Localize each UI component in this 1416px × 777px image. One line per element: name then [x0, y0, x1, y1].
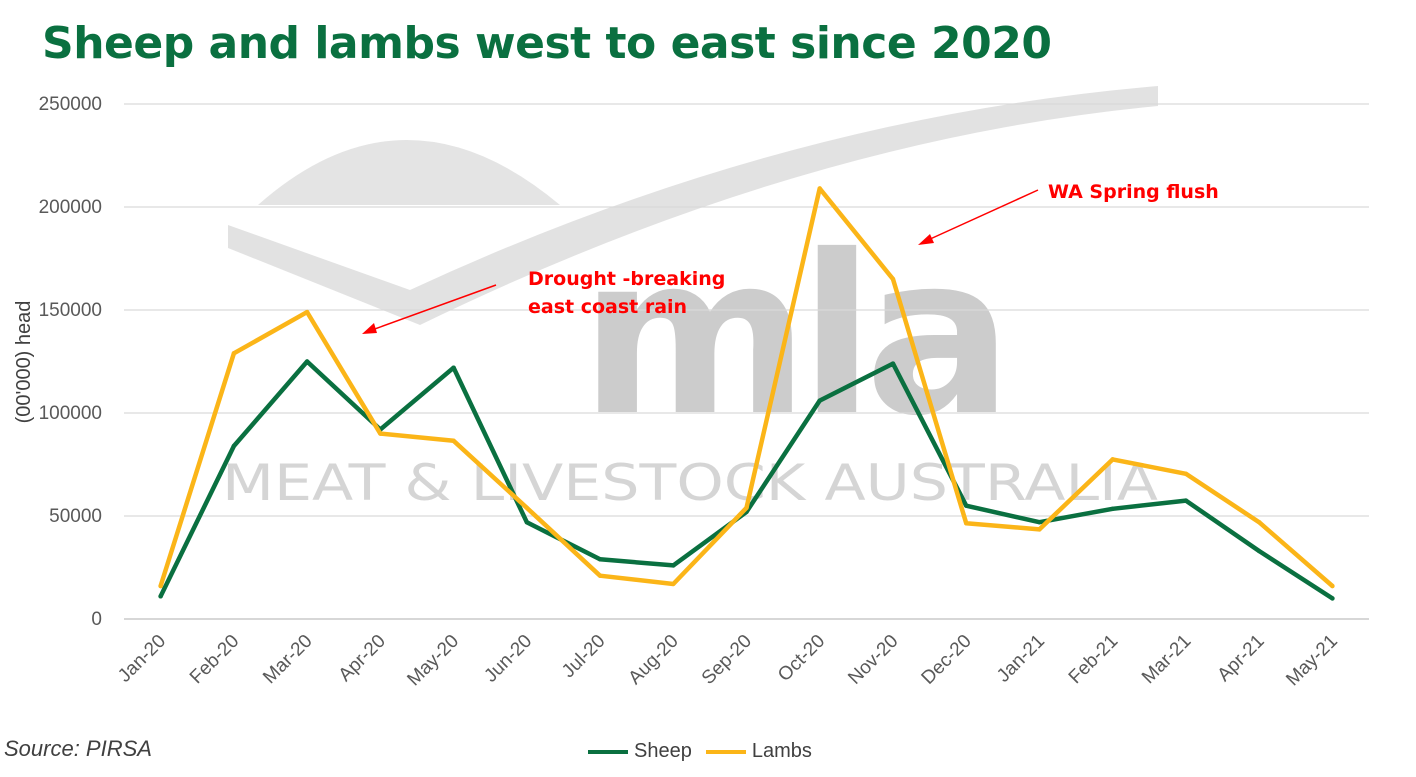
point-lambs-Apr-21	[1256, 519, 1262, 525]
watermark-dome-shape	[258, 140, 560, 205]
point-lambs-Jun-20	[524, 505, 529, 510]
annotation-drought-arrowhead	[362, 323, 377, 334]
x-tick-Feb-21: Feb-21	[1065, 631, 1122, 688]
point-sheep-May-21	[1330, 596, 1335, 601]
x-tick-Jul-20: Jul-20	[558, 631, 609, 682]
point-lambs-Jan-20	[158, 583, 163, 589]
point-sheep-Oct-20	[817, 398, 822, 403]
annotation-wa-spring-text: WA Spring flush	[1048, 181, 1219, 203]
x-tick-Aug-20: Aug-20	[625, 631, 683, 689]
point-sheep-Nov-20	[890, 361, 896, 366]
gridlines	[124, 103, 1369, 620]
annotation-drought-line2: east coast rain	[528, 296, 687, 318]
y-tick-100000: 100000	[39, 403, 102, 424]
watermark-swoosh-shape	[228, 86, 1158, 325]
point-lambs-Dec-20	[964, 521, 969, 526]
x-tick-Oct-20: Oct-20	[774, 631, 829, 686]
x-tick-Jan-21: Jan-21	[993, 631, 1049, 687]
point-lambs-Feb-21	[1110, 457, 1115, 462]
annotation-drought-arrow	[371, 284, 497, 331]
annotation-wa-spring: WA Spring flush	[918, 181, 1219, 245]
annotation-drought: Drought -breaking east coast rain	[362, 268, 725, 334]
series-lines	[158, 186, 1335, 601]
legend-label-sheep: Sheep	[634, 740, 692, 762]
legend-swatch-sheep	[588, 749, 628, 754]
point-lambs-Oct-20	[817, 186, 822, 191]
point-sheep-Jan-20	[158, 594, 163, 599]
watermark-text: MEAT & LIVESTOCK AUSTRALIA	[222, 454, 1158, 512]
source-note: Source: PIRSA	[4, 736, 152, 761]
point-sheep-Aug-20	[671, 563, 676, 568]
point-lambs-May-20	[451, 438, 456, 444]
point-lambs-May-21	[1330, 583, 1335, 589]
x-tick-May-20: May-20	[403, 631, 463, 691]
y-axis-label: (00'000) head	[13, 301, 35, 424]
x-tick-May-21: May-21	[1282, 631, 1342, 691]
y-axis-ticks: 0 50000 100000 150000 200000 250000	[39, 94, 102, 630]
legend: Sheep Lambs	[588, 740, 812, 763]
point-sheep-Feb-21	[1110, 506, 1115, 511]
x-tick-Sep-20: Sep-20	[698, 631, 756, 689]
point-lambs-Sep-20	[744, 505, 749, 510]
point-sheep-Jul-20	[597, 557, 603, 562]
point-sheep-Jan-21	[1037, 519, 1042, 525]
point-lambs-Mar-20	[304, 309, 310, 315]
x-tick-Mar-20: Mar-20	[259, 631, 316, 688]
x-axis-ticks: Jan-20 Feb-20 Mar-20 Apr-20 May-20 Jun-20 Jul-…	[114, 631, 1342, 691]
point-sheep-Apr-21	[1256, 548, 1262, 554]
legend-item-lambs: Lambs	[705, 740, 812, 763]
chart-title: Sheep and lambs west to east since 2020	[42, 18, 1052, 69]
watermark-logo-text: mla	[580, 208, 1003, 464]
point-sheep-Mar-21	[1183, 498, 1189, 503]
y-tick-250000: 250000	[39, 94, 102, 115]
point-sheep-May-20	[451, 365, 456, 370]
y-tick-0: 0	[91, 609, 102, 630]
y-tick-200000: 200000	[39, 197, 102, 218]
mla-watermark: mla MEAT & LIVESTOCK AUSTRALIA	[222, 86, 1158, 512]
point-lambs-Jul-20	[597, 573, 603, 578]
point-lambs-Jan-21	[1037, 527, 1042, 532]
legend-swatch-lambs	[705, 749, 746, 754]
y-tick-150000: 150000	[39, 300, 102, 321]
point-lambs-Nov-20	[890, 276, 896, 282]
x-tick-Nov-20: Nov-20	[844, 631, 902, 689]
x-tick-Jun-20: Jun-20	[480, 631, 536, 687]
legend-label-lambs: Lambs	[751, 740, 812, 762]
point-lambs-Aug-20	[671, 581, 676, 587]
annotation-drought-line1: Drought -breaking	[528, 268, 725, 290]
point-sheep-Jun-20	[524, 519, 529, 525]
point-lambs-Apr-20	[378, 431, 383, 436]
x-tick-Dec-20: Dec-20	[918, 631, 976, 689]
point-lambs-Mar-21	[1183, 471, 1189, 476]
point-lambs-Feb-20	[231, 351, 237, 356]
legend-item-sheep: Sheep	[588, 740, 692, 763]
point-sheep-Dec-20	[964, 503, 969, 508]
x-tick-Jan-20: Jan-20	[114, 631, 170, 687]
y-tick-50000: 50000	[49, 506, 102, 527]
x-tick-Apr-21: Apr-21	[1214, 631, 1269, 686]
point-sheep-Mar-20	[304, 359, 310, 364]
x-tick-Apr-20: Apr-20	[335, 631, 390, 686]
annotation-wa-spring-arrow	[927, 189, 1039, 241]
x-tick-Feb-20: Feb-20	[186, 631, 243, 688]
x-tick-Mar-21: Mar-21	[1138, 631, 1195, 688]
annotation-wa-spring-arrowhead	[918, 234, 934, 245]
point-sheep-Feb-20	[231, 443, 237, 449]
